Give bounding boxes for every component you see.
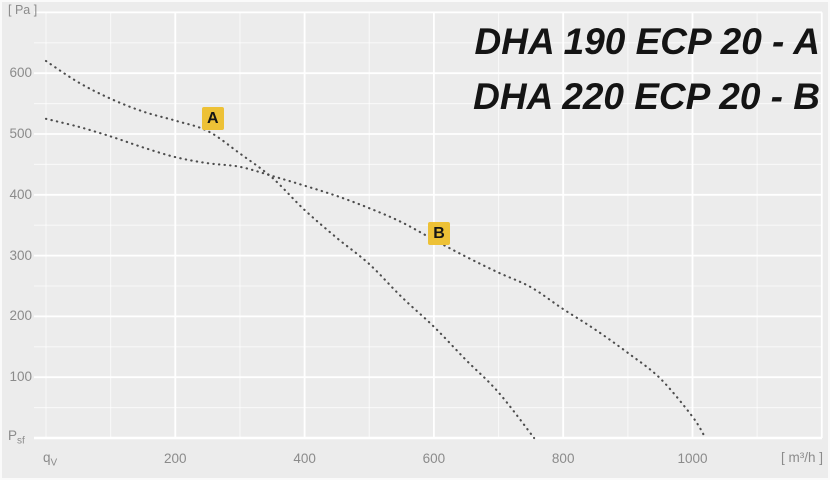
qv-base: q [43,450,51,465]
y-tick-label: 200 [9,308,32,324]
x-tick-label: 200 [164,451,187,466]
x-axis-quantity-label: qV [43,450,57,469]
y-tick-label: 600 [9,65,32,81]
x-tick-label: 1000 [677,451,708,466]
psf-base: P [8,428,18,443]
y-tick-label: 500 [9,126,32,141]
x-tick-label: 400 [293,451,316,466]
y-tick-label: 300 [9,247,32,263]
x-tick-label: 800 [551,451,575,466]
series-b-title: DHA 220 ECP 20 - B [473,76,820,117]
curve-badge-b: B [428,222,451,246]
y-tick-label: 400 [9,186,32,202]
psf-subscript: sf [17,435,25,447]
qv-subscript: V [50,457,58,469]
y-axis-quantity-label: Psf [8,428,25,447]
chart-title-block: DHA 190 ECP 20 - A DHA 220 ECP 20 - B [473,14,820,124]
fan-curve-a [44,59,536,440]
fan-curve-b [44,117,707,440]
curve-badge-a: A [201,107,224,131]
y-axis-unit-label: [ Pa ] [8,3,38,17]
x-axis-unit-label: [ m³/h ] [780,450,823,465]
series-a-title: DHA 190 ECP 20 - A [474,21,820,62]
y-tick-label: 100 [9,369,32,385]
x-tick-label: 600 [422,451,446,466]
